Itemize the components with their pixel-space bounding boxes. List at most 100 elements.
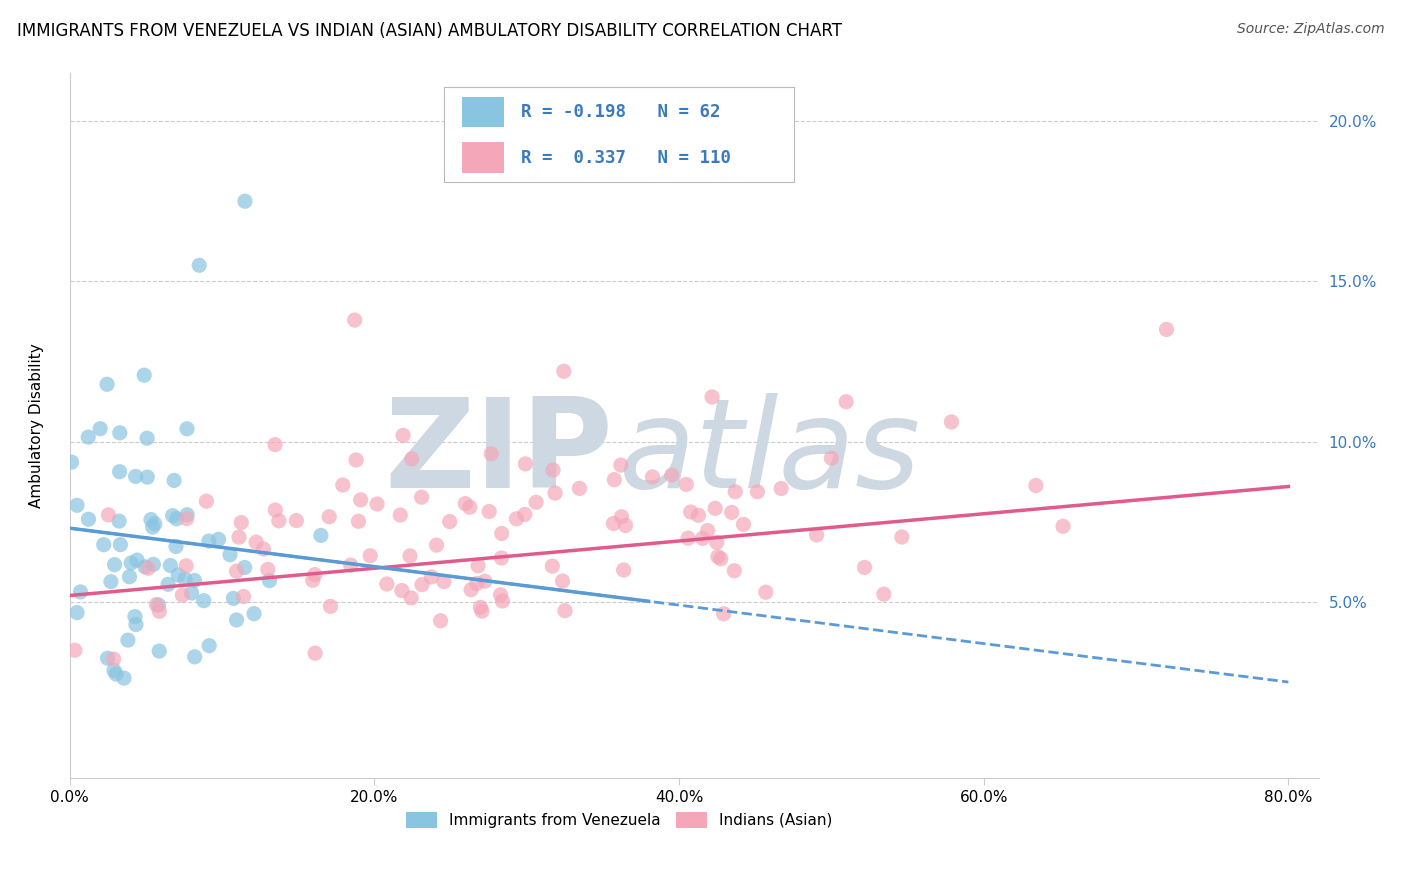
Point	[125, 617, 148, 632]
Text: IMMIGRANTS FROM VENEZUELA VS INDIAN (ASIAN) AMBULATORY DISABILITY CORRELATION CH: IMMIGRANTS FROM VENEZUELA VS INDIAN (ASI…	[17, 22, 842, 40]
Point	[93, 538, 115, 552]
Point	[66, 606, 89, 620]
Point	[344, 453, 367, 467]
Point	[491, 551, 513, 566]
Point	[259, 574, 281, 588]
Point	[285, 514, 308, 528]
Point	[747, 484, 769, 499]
Point	[148, 604, 170, 618]
Point	[610, 458, 633, 472]
Point	[96, 377, 118, 392]
Point	[505, 512, 527, 526]
Point	[541, 463, 564, 477]
Point	[225, 613, 247, 627]
Point	[350, 492, 373, 507]
Point	[541, 559, 564, 574]
Point	[401, 451, 423, 466]
Point	[188, 258, 211, 272]
Point	[105, 667, 128, 681]
Point	[318, 509, 340, 524]
Point	[474, 574, 496, 589]
Point	[873, 587, 896, 601]
Point	[232, 590, 254, 604]
Point	[478, 504, 501, 518]
Point	[392, 428, 415, 442]
Point	[375, 577, 398, 591]
Point	[319, 599, 342, 614]
Point	[389, 508, 412, 522]
Point	[465, 576, 488, 591]
Point	[399, 549, 422, 563]
Point	[460, 582, 482, 597]
Point	[219, 548, 242, 562]
Point	[176, 508, 198, 522]
Point	[724, 484, 747, 499]
Point	[675, 477, 697, 491]
Point	[120, 556, 142, 570]
Point	[692, 532, 714, 546]
Point	[225, 564, 247, 578]
Point	[491, 526, 513, 541]
Point	[264, 437, 287, 451]
Text: Source: ZipAtlas.com: Source: ZipAtlas.com	[1237, 22, 1385, 37]
Point	[1156, 322, 1178, 336]
Point	[688, 508, 710, 523]
Point	[554, 604, 576, 618]
Point	[77, 430, 100, 444]
Point	[755, 585, 778, 599]
Point	[233, 194, 256, 209]
Point	[166, 512, 188, 526]
Point	[233, 560, 256, 574]
Point	[108, 425, 131, 440]
Point	[679, 505, 702, 519]
Point	[174, 572, 197, 586]
Point	[359, 549, 381, 563]
Point	[66, 498, 89, 512]
Point	[551, 574, 574, 588]
Point	[69, 585, 91, 599]
Point	[706, 535, 728, 549]
Point	[117, 633, 139, 648]
Point	[304, 567, 326, 582]
Point	[163, 474, 186, 488]
Point	[641, 470, 664, 484]
Point	[228, 530, 250, 544]
Point	[198, 639, 221, 653]
Point	[347, 514, 370, 528]
Point	[103, 558, 125, 572]
Point	[835, 394, 858, 409]
Point	[309, 528, 332, 542]
Point	[267, 514, 290, 528]
Point	[136, 561, 159, 575]
Point	[136, 470, 159, 484]
Point	[425, 538, 447, 552]
Point	[471, 604, 494, 618]
Point	[458, 500, 481, 515]
Point	[433, 574, 456, 589]
Point	[193, 593, 215, 607]
Point	[222, 591, 245, 606]
Point	[245, 535, 267, 549]
Point	[429, 614, 451, 628]
Point	[479, 447, 502, 461]
Point	[172, 588, 194, 602]
Point	[139, 512, 162, 526]
Point	[613, 563, 636, 577]
Point	[1052, 519, 1074, 533]
Point	[411, 490, 433, 504]
Point	[183, 574, 205, 588]
Point	[399, 591, 422, 605]
Point	[733, 517, 755, 532]
Point	[176, 422, 198, 436]
Point	[707, 549, 730, 564]
Text: ZIP: ZIP	[384, 393, 613, 515]
Point	[941, 415, 963, 429]
Point	[108, 514, 131, 528]
Point	[301, 574, 323, 588]
Point	[97, 651, 120, 665]
Point	[124, 469, 146, 483]
Point	[568, 481, 591, 495]
Point	[544, 486, 567, 500]
Point	[704, 501, 727, 516]
Point	[165, 540, 187, 554]
